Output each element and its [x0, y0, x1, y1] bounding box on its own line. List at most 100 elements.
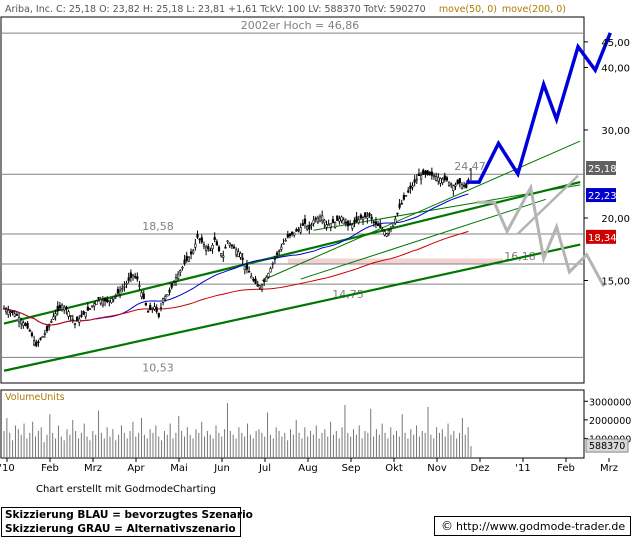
candle-body — [432, 175, 436, 178]
candle-body — [110, 298, 113, 304]
candle-body — [344, 221, 347, 224]
candle-body — [327, 223, 330, 226]
source-url[interactable]: © http://www.godmode-trader.de — [434, 516, 631, 536]
candle-body — [372, 221, 375, 224]
candle-body — [189, 251, 193, 255]
candle-body — [45, 326, 49, 332]
candle-body — [232, 246, 236, 249]
candle-body — [260, 284, 264, 290]
candle-body — [400, 203, 403, 205]
candle-body — [35, 341, 38, 347]
candle-body — [286, 234, 289, 238]
candle-body — [306, 226, 309, 230]
candle-body — [138, 285, 141, 287]
candle-body — [43, 333, 46, 335]
candle-body — [355, 216, 358, 222]
candle-body — [48, 325, 51, 328]
candle-body — [136, 276, 139, 280]
candle-body — [321, 215, 324, 222]
candle-body — [69, 315, 72, 317]
candle-body — [28, 330, 31, 332]
candle-body — [99, 299, 102, 304]
y-tick-label: 30,00 — [601, 126, 630, 137]
ma200-line — [3, 230, 469, 326]
candle-body — [303, 218, 307, 224]
candle-body — [2, 307, 6, 310]
candle-body — [252, 278, 255, 281]
candle-body — [366, 216, 369, 219]
candle-body — [413, 179, 416, 183]
candle-body — [346, 221, 350, 227]
candle-body — [301, 223, 304, 226]
x-tick-label: Sep — [342, 463, 361, 474]
candle-body — [443, 175, 446, 180]
candle-body — [134, 276, 137, 278]
candle-body — [172, 282, 175, 286]
x-tick-label: Mrz — [84, 463, 102, 474]
candle-body — [460, 184, 464, 190]
candle-body — [409, 185, 412, 190]
candle-body — [430, 171, 433, 176]
candle-body — [209, 249, 212, 252]
candle-body — [168, 289, 171, 293]
value-tag-box — [586, 160, 616, 175]
candle-body — [374, 221, 378, 225]
candle-body — [389, 226, 393, 229]
legend-blue-scenario: Skizzierung BLAU = bevorzugtes Szenario — [5, 509, 253, 521]
candle-body — [164, 296, 167, 300]
candle-body — [80, 314, 83, 317]
candle-body — [284, 239, 287, 242]
candle-body — [415, 178, 418, 181]
candle-body — [217, 246, 221, 252]
candle-body — [435, 176, 438, 181]
candle-body — [149, 305, 152, 311]
candle-body — [50, 320, 53, 323]
candle-body — [7, 310, 10, 315]
candle-body — [267, 273, 270, 278]
candle-body — [200, 237, 203, 243]
candle-body — [220, 253, 223, 257]
y-tick-label: 40,00 — [601, 63, 630, 74]
candle-body — [381, 228, 384, 231]
candle-body — [127, 277, 130, 281]
x-tick-label: '11 — [515, 463, 530, 474]
candle-body — [426, 170, 429, 175]
trend-line — [261, 140, 581, 281]
candle-body — [280, 246, 283, 250]
candle-body — [112, 296, 115, 300]
candle-body — [196, 234, 199, 238]
candle-body — [67, 311, 70, 317]
candle-body — [151, 307, 154, 310]
candle-body — [419, 174, 423, 180]
candle-body — [108, 299, 111, 302]
candle-body — [323, 219, 326, 223]
candle-body — [181, 266, 184, 269]
source-url-text[interactable]: http://www.godmode-trader.de — [456, 520, 626, 533]
chart-credit: Chart erstellt mit GodmodeCharting — [36, 484, 216, 495]
candle-body — [58, 305, 61, 309]
candle-body — [275, 252, 279, 255]
candle-body — [404, 195, 408, 197]
candle-body — [162, 298, 165, 304]
candle-body — [63, 306, 66, 311]
candle-body — [60, 304, 64, 310]
candle-body — [256, 284, 259, 287]
stock-chart: 2002er Hoch = 46,8624,4718,5816,1814,751… — [0, 4, 632, 474]
candle-body — [166, 294, 169, 297]
candle-body — [312, 219, 315, 224]
candle-body — [411, 185, 414, 188]
candle-body — [155, 307, 158, 312]
candle-body — [458, 178, 461, 184]
value-tag-box — [586, 229, 616, 244]
candle-body — [157, 313, 160, 317]
candle-body — [263, 280, 266, 282]
candle-body — [125, 283, 128, 285]
candle-body — [269, 267, 272, 273]
x-tick-label: Mrz — [600, 463, 618, 474]
grey-scenario-branch — [516, 174, 579, 235]
candle-body — [82, 311, 85, 315]
candle-body — [101, 299, 104, 306]
level-label: 2002er Hoch = 46,86 — [241, 19, 360, 32]
candle-body — [383, 231, 386, 236]
candle-body — [114, 295, 117, 297]
